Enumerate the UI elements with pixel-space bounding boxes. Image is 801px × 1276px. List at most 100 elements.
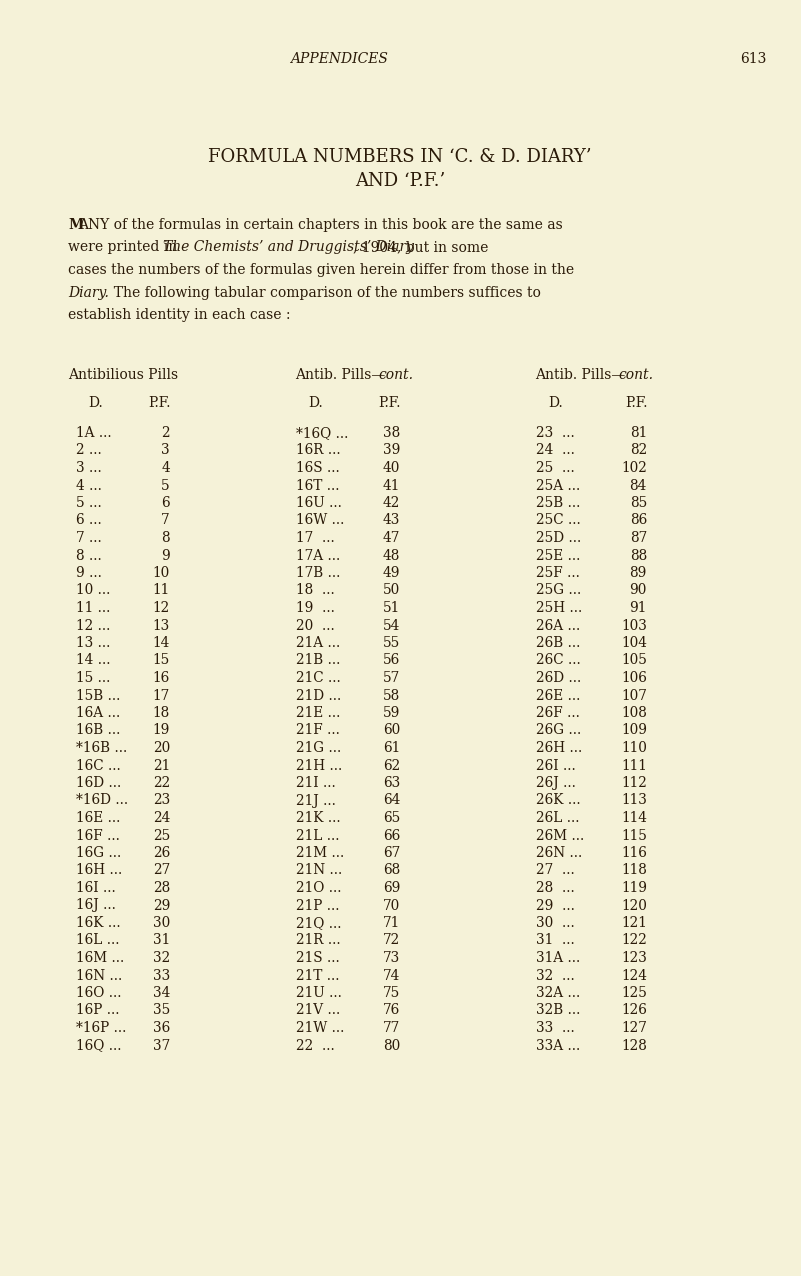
Text: 16N ...: 16N ...	[76, 968, 123, 983]
Text: 7: 7	[161, 513, 170, 527]
Text: 26L ...: 26L ...	[536, 812, 579, 826]
Text: 38: 38	[383, 426, 400, 440]
Text: 125: 125	[621, 986, 647, 1000]
Text: 26M ...: 26M ...	[536, 828, 584, 842]
Text: 21J ...: 21J ...	[296, 794, 336, 808]
Text: 16W ...: 16W ...	[296, 513, 344, 527]
Text: 16Q ...: 16Q ...	[76, 1039, 122, 1053]
Text: 16L ...: 16L ...	[76, 934, 119, 948]
Text: 8: 8	[161, 531, 170, 545]
Text: 113: 113	[621, 794, 647, 808]
Text: 21C ...: 21C ...	[296, 671, 340, 685]
Text: 21N ...: 21N ...	[296, 864, 342, 878]
Text: 81: 81	[630, 426, 647, 440]
Text: 47: 47	[383, 531, 400, 545]
Text: 26H ...: 26H ...	[536, 741, 582, 755]
Text: 16: 16	[153, 671, 170, 685]
Text: 37: 37	[153, 1039, 170, 1053]
Text: 31A ...: 31A ...	[536, 951, 580, 965]
Text: 110: 110	[621, 741, 647, 755]
Text: 119: 119	[621, 880, 647, 894]
Text: 33  ...: 33 ...	[536, 1021, 575, 1035]
Text: 21D ...: 21D ...	[296, 689, 341, 703]
Text: 55: 55	[383, 635, 400, 649]
Text: 21R ...: 21R ...	[296, 934, 340, 948]
Text: Diary.: Diary.	[68, 286, 109, 300]
Text: 12: 12	[153, 601, 170, 615]
Text: 122: 122	[621, 934, 647, 948]
Text: 35: 35	[153, 1003, 170, 1017]
Text: 26J ...: 26J ...	[536, 776, 576, 790]
Text: 16K ...: 16K ...	[76, 916, 121, 930]
Text: 120: 120	[621, 898, 647, 912]
Text: 64: 64	[383, 794, 400, 808]
Text: 16F ...: 16F ...	[76, 828, 120, 842]
Text: 2 ...: 2 ...	[76, 444, 102, 458]
Text: 49: 49	[383, 567, 400, 581]
Text: 21W ...: 21W ...	[296, 1021, 344, 1035]
Text: 16D ...: 16D ...	[76, 776, 121, 790]
Text: 15 ...: 15 ...	[76, 671, 111, 685]
Text: *16D ...: *16D ...	[76, 794, 128, 808]
Text: 4: 4	[161, 461, 170, 475]
Text: 16I ...: 16I ...	[76, 880, 116, 894]
Text: 10 ...: 10 ...	[76, 583, 111, 597]
Text: 26I ...: 26I ...	[536, 758, 576, 772]
Text: 25F ...: 25F ...	[536, 567, 580, 581]
Text: 6 ...: 6 ...	[76, 513, 102, 527]
Text: 128: 128	[621, 1039, 647, 1053]
Text: 88: 88	[630, 549, 647, 563]
Text: 26D ...: 26D ...	[536, 671, 582, 685]
Text: 16R ...: 16R ...	[296, 444, 340, 458]
Text: 73: 73	[383, 951, 400, 965]
Text: *16Q ...: *16Q ...	[296, 426, 348, 440]
Text: Antibilious Pills: Antibilious Pills	[68, 367, 178, 382]
Text: 80: 80	[383, 1039, 400, 1053]
Text: 28: 28	[153, 880, 170, 894]
Text: 32B ...: 32B ...	[536, 1003, 581, 1017]
Text: 56: 56	[383, 653, 400, 667]
Text: 14: 14	[153, 635, 170, 649]
Text: 21A ...: 21A ...	[296, 635, 340, 649]
Text: 16G ...: 16G ...	[76, 846, 121, 860]
Text: 21K ...: 21K ...	[296, 812, 340, 826]
Text: 26N ...: 26N ...	[536, 846, 582, 860]
Text: 104: 104	[621, 635, 647, 649]
Text: 29: 29	[153, 898, 170, 912]
Text: 9: 9	[161, 549, 170, 563]
Text: 16B ...: 16B ...	[76, 723, 120, 738]
Text: 25  ...: 25 ...	[536, 461, 575, 475]
Text: 17: 17	[153, 689, 170, 703]
Text: 75: 75	[383, 986, 400, 1000]
Text: 31: 31	[153, 934, 170, 948]
Text: P.F.: P.F.	[148, 396, 171, 410]
Text: 16C ...: 16C ...	[76, 758, 121, 772]
Text: 57: 57	[383, 671, 400, 685]
Text: 34: 34	[153, 986, 170, 1000]
Text: 8 ...: 8 ...	[76, 549, 102, 563]
Text: 89: 89	[630, 567, 647, 581]
Text: 27  ...: 27 ...	[536, 864, 575, 878]
Text: 39: 39	[383, 444, 400, 458]
Text: 16E ...: 16E ...	[76, 812, 120, 826]
Text: establish identity in each case :: establish identity in each case :	[68, 308, 291, 322]
Text: 13: 13	[153, 619, 170, 633]
Text: 11: 11	[153, 583, 170, 597]
Text: The Chemists’ and Druggists’ Diary: The Chemists’ and Druggists’ Diary	[163, 240, 414, 254]
Text: FORMULA NUMBERS IN ‘C. & D. DIARY’: FORMULA NUMBERS IN ‘C. & D. DIARY’	[208, 148, 592, 166]
Text: 21: 21	[153, 758, 170, 772]
Text: 21I ...: 21I ...	[296, 776, 336, 790]
Text: 21Q ...: 21Q ...	[296, 916, 341, 930]
Text: 84: 84	[630, 478, 647, 493]
Text: 71: 71	[383, 916, 400, 930]
Text: 26: 26	[153, 846, 170, 860]
Text: 31  ...: 31 ...	[536, 934, 575, 948]
Text: 3 ...: 3 ...	[76, 461, 102, 475]
Text: 21O ...: 21O ...	[296, 880, 341, 894]
Text: 82: 82	[630, 444, 647, 458]
Text: 12 ...: 12 ...	[76, 619, 111, 633]
Text: 26A ...: 26A ...	[536, 619, 580, 633]
Text: 26C ...: 26C ...	[536, 653, 581, 667]
Text: 43: 43	[383, 513, 400, 527]
Text: 27: 27	[153, 864, 170, 878]
